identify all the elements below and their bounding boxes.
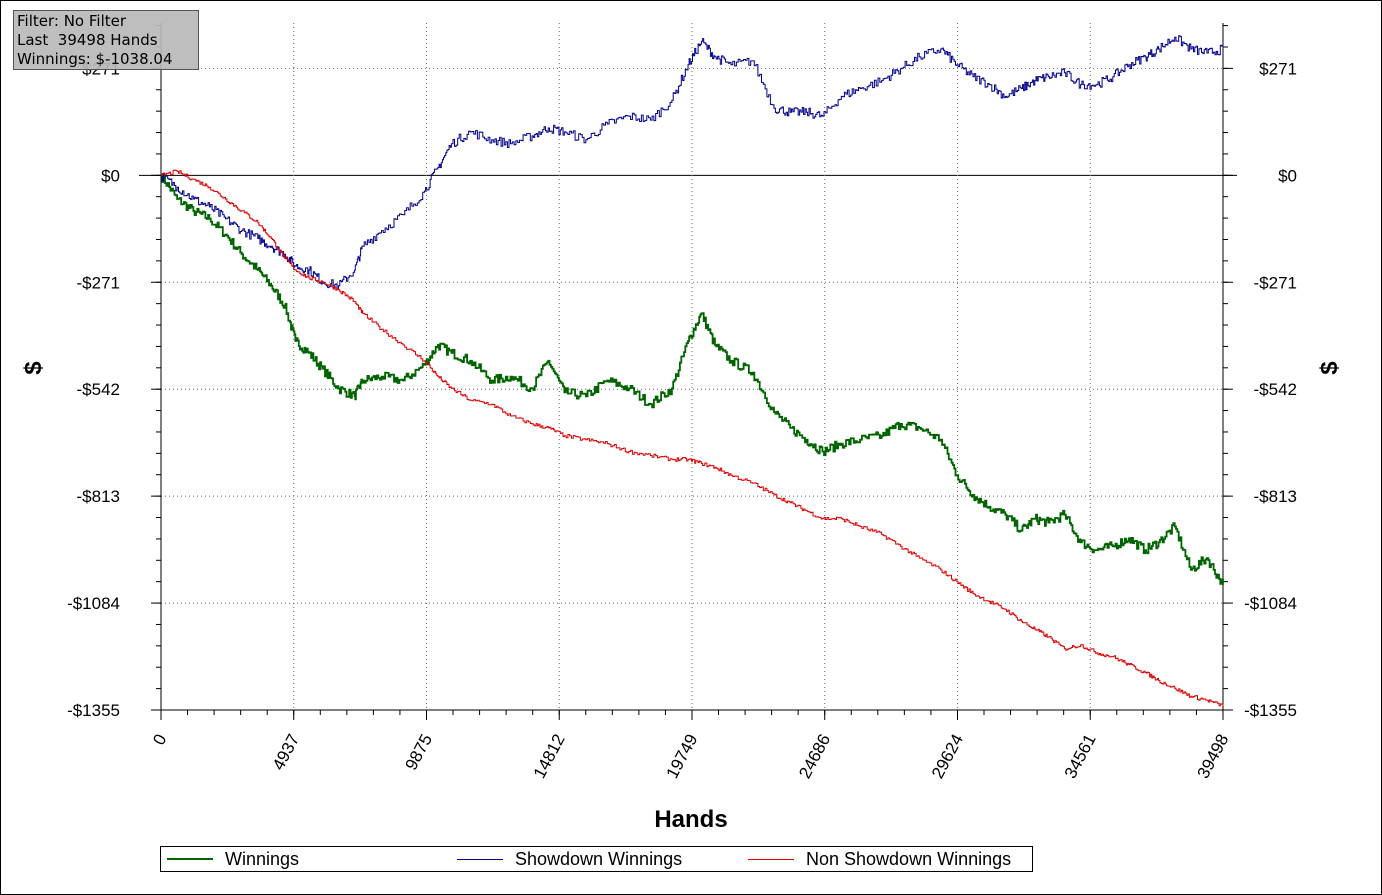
legend-swatch-winnings [167,858,213,860]
y-tick-label-right: -$813 [1254,487,1297,506]
filter-text: Filter: No Filter [17,12,127,30]
legend-item-non-showdown: Non Showdown Winnings [748,847,1011,871]
x-tick-label: 14812 [530,731,569,782]
tick-labels: $271$271$0$0-$271-$271-$542-$542-$813-$8… [67,59,1297,781]
x-tick-label: 0 [149,731,170,748]
series-layer [161,35,1224,707]
series-winnings [161,174,1224,585]
x-tick-label: 39498 [1194,731,1233,782]
legend-item-winnings: Winnings [167,847,299,871]
y-axis-title-right: $ [1316,361,1343,375]
axes [151,23,1233,720]
y-tick-label-left: $0 [101,166,120,185]
series-showdown-winnings [161,35,1224,290]
series-line [161,35,1224,290]
x-tick-label: 29624 [928,731,967,782]
series-line [161,169,1224,707]
y-tick-label-right: -$1084 [1244,594,1297,613]
y-tick-label-left: -$271 [77,273,120,292]
y-tick-label-left: -$813 [77,487,120,506]
y-tick-label-left: -$542 [77,380,120,399]
x-tick-label: 34561 [1061,731,1100,782]
legend-label-non-showdown: Non Showdown Winnings [806,848,1012,869]
y-tick-label-right: -$542 [1254,380,1297,399]
winnings-total-text: Winnings: $-1038.04 [17,50,173,68]
y-tick-label-right: -$271 [1254,273,1297,292]
y-axis-title-left: $ [20,361,47,375]
filter-info-box: Filter: No Filter Last 39498 Hands Winni… [13,10,199,70]
legend-swatch-non-showdown [748,858,794,860]
chart-legend: Winnings Showdown Winnings Non Showdown … [160,846,1033,872]
y-tick-label-right: $271 [1259,59,1297,78]
series-non-showdown-winnings [161,169,1224,707]
x-tick-label: 19749 [663,731,702,782]
series-line [161,174,1224,585]
legend-item-showdown: Showdown Winnings [457,847,682,871]
x-axis-title: Hands [654,806,727,833]
x-tick-label: 4937 [269,731,304,773]
y-tick-label-right: -$1355 [1244,701,1297,720]
x-tick-label: 24686 [795,731,834,782]
legend-label-winnings: Winnings [225,848,300,869]
grid-lines [139,23,1237,711]
x-tick-label: 9875 [402,731,437,773]
legend-swatch-showdown [457,858,503,860]
hands-count-text: Last 39498 Hands [17,31,158,49]
y-tick-label-left: -$1355 [67,701,120,720]
y-tick-label-left: -$1084 [67,594,120,613]
legend-label-showdown: Showdown Winnings [515,848,683,869]
y-tick-label-right: $0 [1278,166,1297,185]
